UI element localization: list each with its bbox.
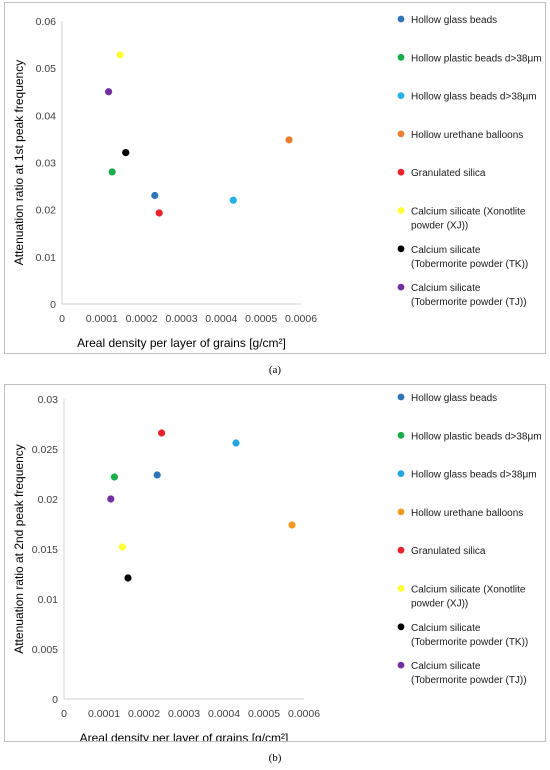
scatter-chart-a: 0 0.01 0.02 0.03 0.04 0.05 0.06 0 0.0001 0.0002 0.… <box>12 15 542 350</box>
data-point <box>288 521 296 529</box>
y-tick-label: 0.01 <box>38 594 59 606</box>
x-axis-label: Areal density per layer of grains [g/cm²… <box>77 336 286 350</box>
y-tick-label: 0.015 <box>32 544 58 556</box>
y-tick-label: 0 <box>52 694 58 706</box>
x-tick-label: 0 <box>61 708 67 720</box>
legend-marker <box>397 283 405 291</box>
legend-entry: Calcium silicate (Tobermorite powder (TK)… <box>411 245 528 270</box>
data-point <box>285 136 293 144</box>
legend-marker <box>397 470 405 477</box>
data-point <box>110 473 118 481</box>
x-tick-label: 0.0006 <box>285 313 317 325</box>
legend-marker <box>397 15 405 23</box>
y-tick-label: 0.04 <box>36 110 57 122</box>
data-point <box>153 471 161 479</box>
legend-marker <box>397 393 405 401</box>
legend-entry: Hollow glass beads d>38μm <box>411 470 537 481</box>
x-tick-label: 0.0004 <box>208 708 240 720</box>
data-point <box>107 495 115 503</box>
y-tick-label: 0.06 <box>36 16 57 28</box>
legend-entry: Calcium silicate (Tobermorite powder (TK)… <box>411 623 528 648</box>
legend-entry: Granulated silica <box>411 168 486 179</box>
legend-entry: Hollow urethane balloons <box>411 130 523 141</box>
chart-panel-b: 0 0.005 0.01 0.015 0.02 0.025 0.03 0 0.0001 0.000… <box>4 384 546 745</box>
data-point <box>151 191 159 200</box>
x-tick-label: 0.0004 <box>205 313 237 325</box>
y-tick-label: 0.02 <box>36 205 57 217</box>
legend-entry: Hollow glass beads d>38μm <box>411 92 537 103</box>
legend-marker <box>397 661 405 669</box>
x-tick-label: 0.0005 <box>248 708 280 720</box>
chart-panel-a: 0 0.01 0.02 0.03 0.04 0.05 0.06 0 0.0001 0.0002 0.… <box>4 2 546 354</box>
legend-marker <box>397 431 405 439</box>
legend-marker <box>397 508 405 516</box>
legend-marker <box>397 207 405 214</box>
panel-label-a: (a) <box>268 364 282 376</box>
y-tick-label: 0.05 <box>36 63 57 75</box>
data-point <box>232 439 240 447</box>
y-tick-label: 0.02 <box>38 494 59 506</box>
x-tick-label: 0.0006 <box>288 708 320 720</box>
legend-entry: Hollow glass beads <box>411 393 497 404</box>
y-axis-label: Attenuation ratio at 1st peak frequency <box>12 60 26 265</box>
legend-entry: Granulated silica <box>411 546 486 557</box>
x-tick-label: 0.0002 <box>128 708 160 720</box>
x-tick-label: 0.0003 <box>168 708 200 720</box>
data-point <box>122 148 130 157</box>
legend-marker <box>397 53 405 61</box>
data-point <box>158 429 166 437</box>
y-tick-label: 0.005 <box>32 644 58 656</box>
legend-entry: Calcium silicate (Tobermorite powder (TJ)… <box>411 661 527 686</box>
data-point <box>229 196 237 204</box>
data-point <box>105 88 113 96</box>
x-tick-label: 0.0005 <box>245 313 277 325</box>
legend-entry: Calcium silicate (Xonotlite powder (XJ)) <box>411 207 526 232</box>
legend-marker <box>397 92 405 99</box>
y-tick-label: 0 <box>50 299 56 311</box>
data-point <box>118 543 126 551</box>
legend-entry: Hollow plastic beads d>38μm <box>411 53 542 64</box>
legend-marker <box>397 245 405 253</box>
x-tick-label: 0.0001 <box>86 313 118 325</box>
legend-entry: Calcium silicate (Tobermorite powder (TJ)… <box>411 283 527 308</box>
x-tick-label: 0.0003 <box>165 313 197 325</box>
x-tick-label: 0.0002 <box>126 313 158 325</box>
y-axis-label: Attenuation ratio at 2nd peak frequency <box>12 444 26 653</box>
data-point <box>155 209 163 217</box>
y-tick-label: 0.03 <box>36 158 57 170</box>
x-tick-label: 0.0001 <box>88 708 120 720</box>
y-tick-label: 0.025 <box>32 444 58 456</box>
legend-entry: Hollow plastic beads d>38μm <box>411 431 542 442</box>
legend-marker <box>397 585 405 592</box>
x-axis-label: Areal density per layer of grains [g/cm²… <box>80 731 289 741</box>
data-point <box>108 168 116 176</box>
y-tick-label: 0.01 <box>36 252 57 264</box>
data-point <box>116 51 124 59</box>
legend-marker <box>397 130 405 138</box>
legend-marker <box>397 546 405 554</box>
scatter-chart-b: 0 0.005 0.01 0.015 0.02 0.025 0.03 0 0.0001 0.000… <box>12 393 542 745</box>
data-point <box>124 574 132 582</box>
legend-marker <box>397 168 405 176</box>
legend-entry: Calcium silicate (Xonotlite powder (XJ)) <box>411 585 526 610</box>
y-tick-label: 0.03 <box>38 394 59 406</box>
legend-entry: Hollow urethane balloons <box>411 508 523 519</box>
panel-label-b: (b) <box>268 752 282 764</box>
legend-marker <box>397 623 405 631</box>
legend-entry: Hollow glass beads <box>411 15 497 26</box>
x-tick-label: 0 <box>59 313 65 325</box>
